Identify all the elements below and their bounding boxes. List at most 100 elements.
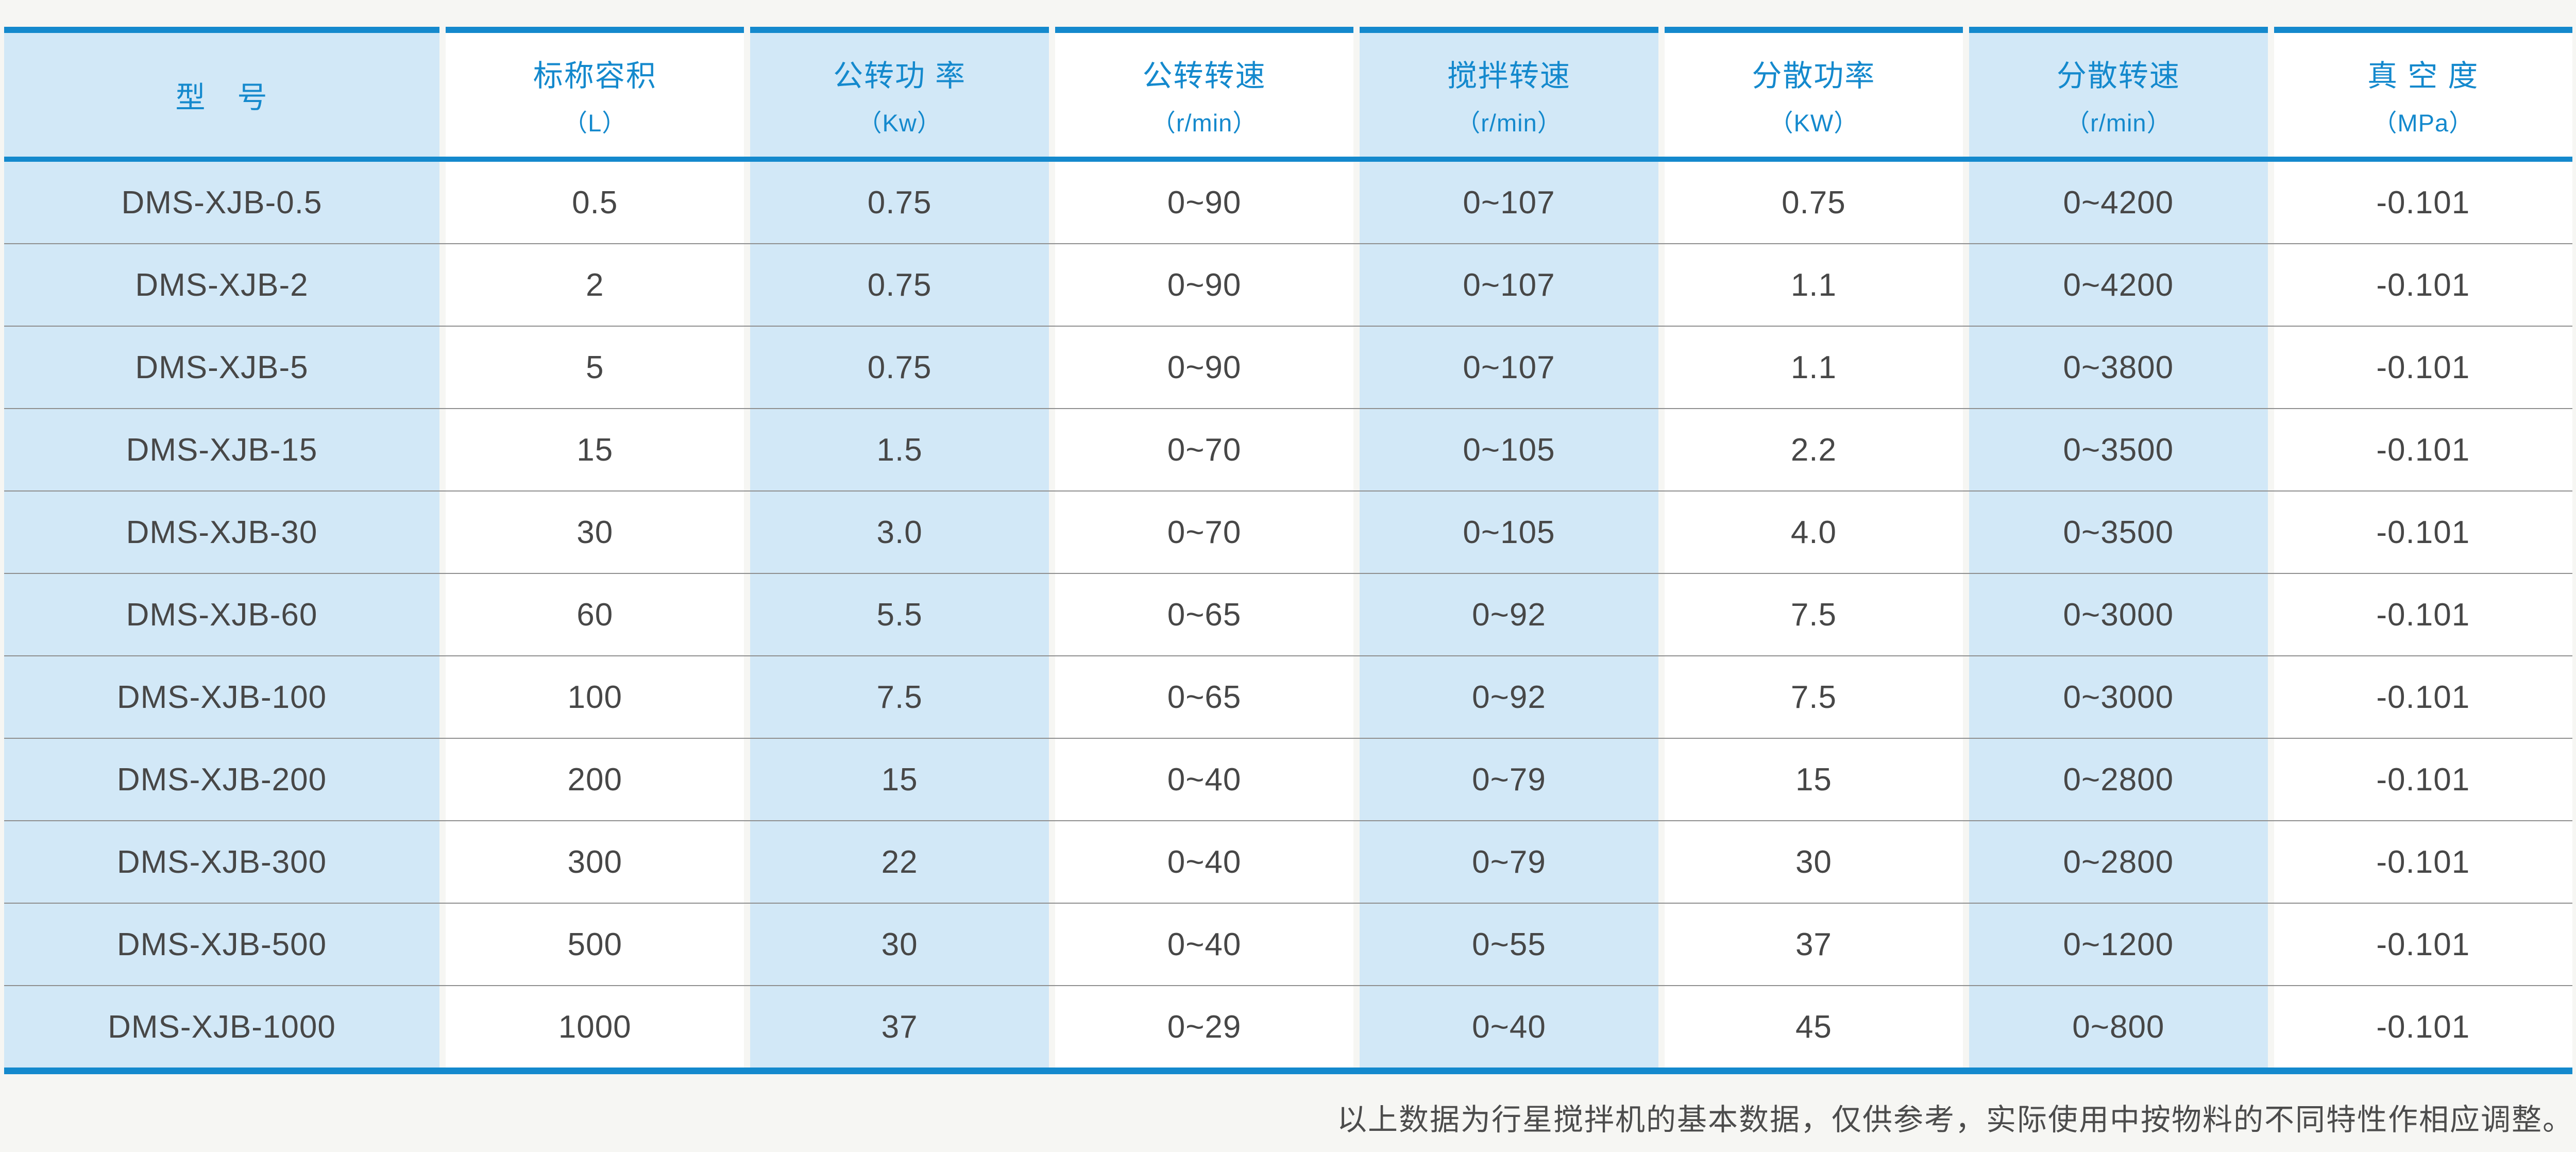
- value-cell: 0~4200: [1969, 244, 2268, 326]
- value-cell: -0.101: [2274, 986, 2572, 1068]
- value-cell: 0.75: [750, 162, 1049, 243]
- model-cell: DMS-XJB-0.5: [4, 162, 439, 243]
- model-cell: DMS-XJB-15: [4, 409, 439, 490]
- value-cell: -0.101: [2274, 739, 2572, 820]
- value-cell: 0.75: [1664, 162, 1963, 243]
- value-cell: 7.5: [750, 656, 1049, 738]
- table-row: DMS-XJB-200 200 15 0~40 0~79 15 0~2800 -0.101: [4, 739, 2572, 821]
- value-cell: 0.5: [446, 162, 744, 243]
- value-cell: 7.5: [1664, 656, 1963, 738]
- header-cell-1: 标称容积 （L）: [446, 27, 744, 157]
- header-unit: （L）: [563, 109, 627, 137]
- value-cell: 0~107: [1360, 244, 1658, 326]
- header-title: 公转转速: [1142, 59, 1266, 93]
- table-row: DMS-XJB-15 15 1.5 0~70 0~105 2.2 0~3500 -0.101: [4, 409, 2572, 492]
- header-unit: （MPa）: [2372, 109, 2474, 137]
- model-cell: DMS-XJB-30: [4, 492, 439, 573]
- value-cell: -0.101: [2274, 409, 2572, 490]
- table-row: DMS-XJB-0.5 0.5 0.75 0~90 0~107 0.75 0~4200 -0.…: [4, 162, 2572, 244]
- value-cell: 300: [446, 821, 744, 903]
- value-cell: 0~90: [1055, 162, 1354, 243]
- value-cell: 0~3000: [1969, 656, 2268, 738]
- value-cell: 0~90: [1055, 244, 1354, 326]
- header-unit: （r/min）: [1456, 109, 1562, 137]
- value-cell: 0~107: [1360, 327, 1658, 408]
- value-cell: -0.101: [2274, 492, 2572, 573]
- table-row: DMS-XJB-100 100 7.5 0~65 0~92 7.5 0~3000 -0.101: [4, 656, 2572, 739]
- value-cell: 15: [750, 739, 1049, 820]
- value-cell: 4.0: [1664, 492, 1963, 573]
- model-cell: DMS-XJB-200: [4, 739, 439, 820]
- value-cell: 0~1200: [1969, 904, 2268, 985]
- value-cell: 0~107: [1360, 162, 1658, 243]
- value-cell: 0~65: [1055, 574, 1354, 655]
- table-row: DMS-XJB-300 300 22 0~40 0~79 30 0~2800 -0.101: [4, 821, 2572, 904]
- value-cell: 0~92: [1360, 656, 1658, 738]
- header-title: 分散功率: [1752, 59, 1876, 93]
- table-row: DMS-XJB-60 60 5.5 0~65 0~92 7.5 0~3000 -0.101: [4, 574, 2572, 656]
- value-cell: 0~800: [1969, 986, 2268, 1068]
- header-cell-2: 公转功 率 （Kw）: [750, 27, 1049, 157]
- header-title: 标称容积: [533, 59, 657, 93]
- value-cell: 0~40: [1360, 986, 1658, 1068]
- value-cell: 37: [750, 986, 1049, 1068]
- header-cell-7: 真 空 度 （MPa）: [2274, 27, 2572, 157]
- model-cell: DMS-XJB-300: [4, 821, 439, 903]
- header-unit: （r/min）: [1151, 109, 1258, 137]
- value-cell: 0.75: [750, 244, 1049, 326]
- model-cell: DMS-XJB-2: [4, 244, 439, 326]
- header-title: 分散转速: [2056, 59, 2180, 93]
- table-row: DMS-XJB-30 30 3.0 0~70 0~105 4.0 0~3500 -0.101: [4, 492, 2572, 574]
- model-cell: DMS-XJB-100: [4, 656, 439, 738]
- value-cell: -0.101: [2274, 574, 2572, 655]
- value-cell: 0~2800: [1969, 821, 2268, 903]
- value-cell: 0~70: [1055, 492, 1354, 573]
- value-cell: 15: [446, 409, 744, 490]
- header-cell-6: 分散转速 （r/min）: [1969, 27, 2268, 157]
- value-cell: 7.5: [1664, 574, 1963, 655]
- value-cell: 60: [446, 574, 744, 655]
- value-cell: 500: [446, 904, 744, 985]
- value-cell: 0~3500: [1969, 492, 2268, 573]
- model-cell: DMS-XJB-60: [4, 574, 439, 655]
- model-cell: DMS-XJB-5: [4, 327, 439, 408]
- table-row: DMS-XJB-500 500 30 0~40 0~55 37 0~1200 -0.101: [4, 904, 2572, 986]
- value-cell: 0~2800: [1969, 739, 2268, 820]
- footer-note: 以上数据为行星搅拌机的基本数据，仅供参考，实际使用中按物料的不同特性作相应调整。: [1336, 1102, 2573, 1137]
- value-cell: 1.1: [1664, 244, 1963, 326]
- value-cell: 0~70: [1055, 409, 1354, 490]
- table-header-row: 型 号 标称容积 （L） 公转功 率 （Kw） 公转转速 （r/min） 搅拌转速 （r/min…: [4, 27, 2572, 162]
- value-cell: 0~55: [1360, 904, 1658, 985]
- value-cell: 0~40: [1055, 821, 1354, 903]
- header-title: 搅拌转速: [1447, 59, 1571, 93]
- value-cell: 1.5: [750, 409, 1049, 490]
- header-title: 真 空 度: [2367, 59, 2479, 93]
- value-cell: 2: [446, 244, 744, 326]
- model-cell: DMS-XJB-1000: [4, 986, 439, 1068]
- value-cell: 0~29: [1055, 986, 1354, 1068]
- value-cell: 100: [446, 656, 744, 738]
- value-cell: 0~3500: [1969, 409, 2268, 490]
- value-cell: -0.101: [2274, 327, 2572, 408]
- value-cell: 1000: [446, 986, 744, 1068]
- value-cell: 0~3800: [1969, 327, 2268, 408]
- value-cell: 30: [1664, 821, 1963, 903]
- header-unit: （r/min）: [2065, 109, 2172, 137]
- value-cell: 0~79: [1360, 821, 1658, 903]
- value-cell: 200: [446, 739, 744, 820]
- header-cell-0: 型 号: [4, 27, 439, 157]
- value-cell: 0.75: [750, 327, 1049, 408]
- table-body: DMS-XJB-0.5 0.5 0.75 0~90 0~107 0.75 0~4200 -0.…: [4, 162, 2572, 1074]
- value-cell: 0~79: [1360, 739, 1658, 820]
- header-title: 公转功 率: [833, 59, 967, 93]
- table-row: DMS-XJB-5 5 0.75 0~90 0~107 1.1 0~3800 -0.101: [4, 327, 2572, 409]
- value-cell: 45: [1664, 986, 1963, 1068]
- table-row: DMS-XJB-2 2 0.75 0~90 0~107 1.1 0~4200 -0.101: [4, 244, 2572, 327]
- header-unit: （Kw）: [857, 109, 942, 137]
- table-row: DMS-XJB-1000 1000 37 0~29 0~40 45 0~800 -0.101: [4, 986, 2572, 1068]
- model-cell: DMS-XJB-500: [4, 904, 439, 985]
- header-cell-5: 分散功率 （KW）: [1664, 27, 1963, 157]
- value-cell: 0~4200: [1969, 162, 2268, 243]
- value-cell: 22: [750, 821, 1049, 903]
